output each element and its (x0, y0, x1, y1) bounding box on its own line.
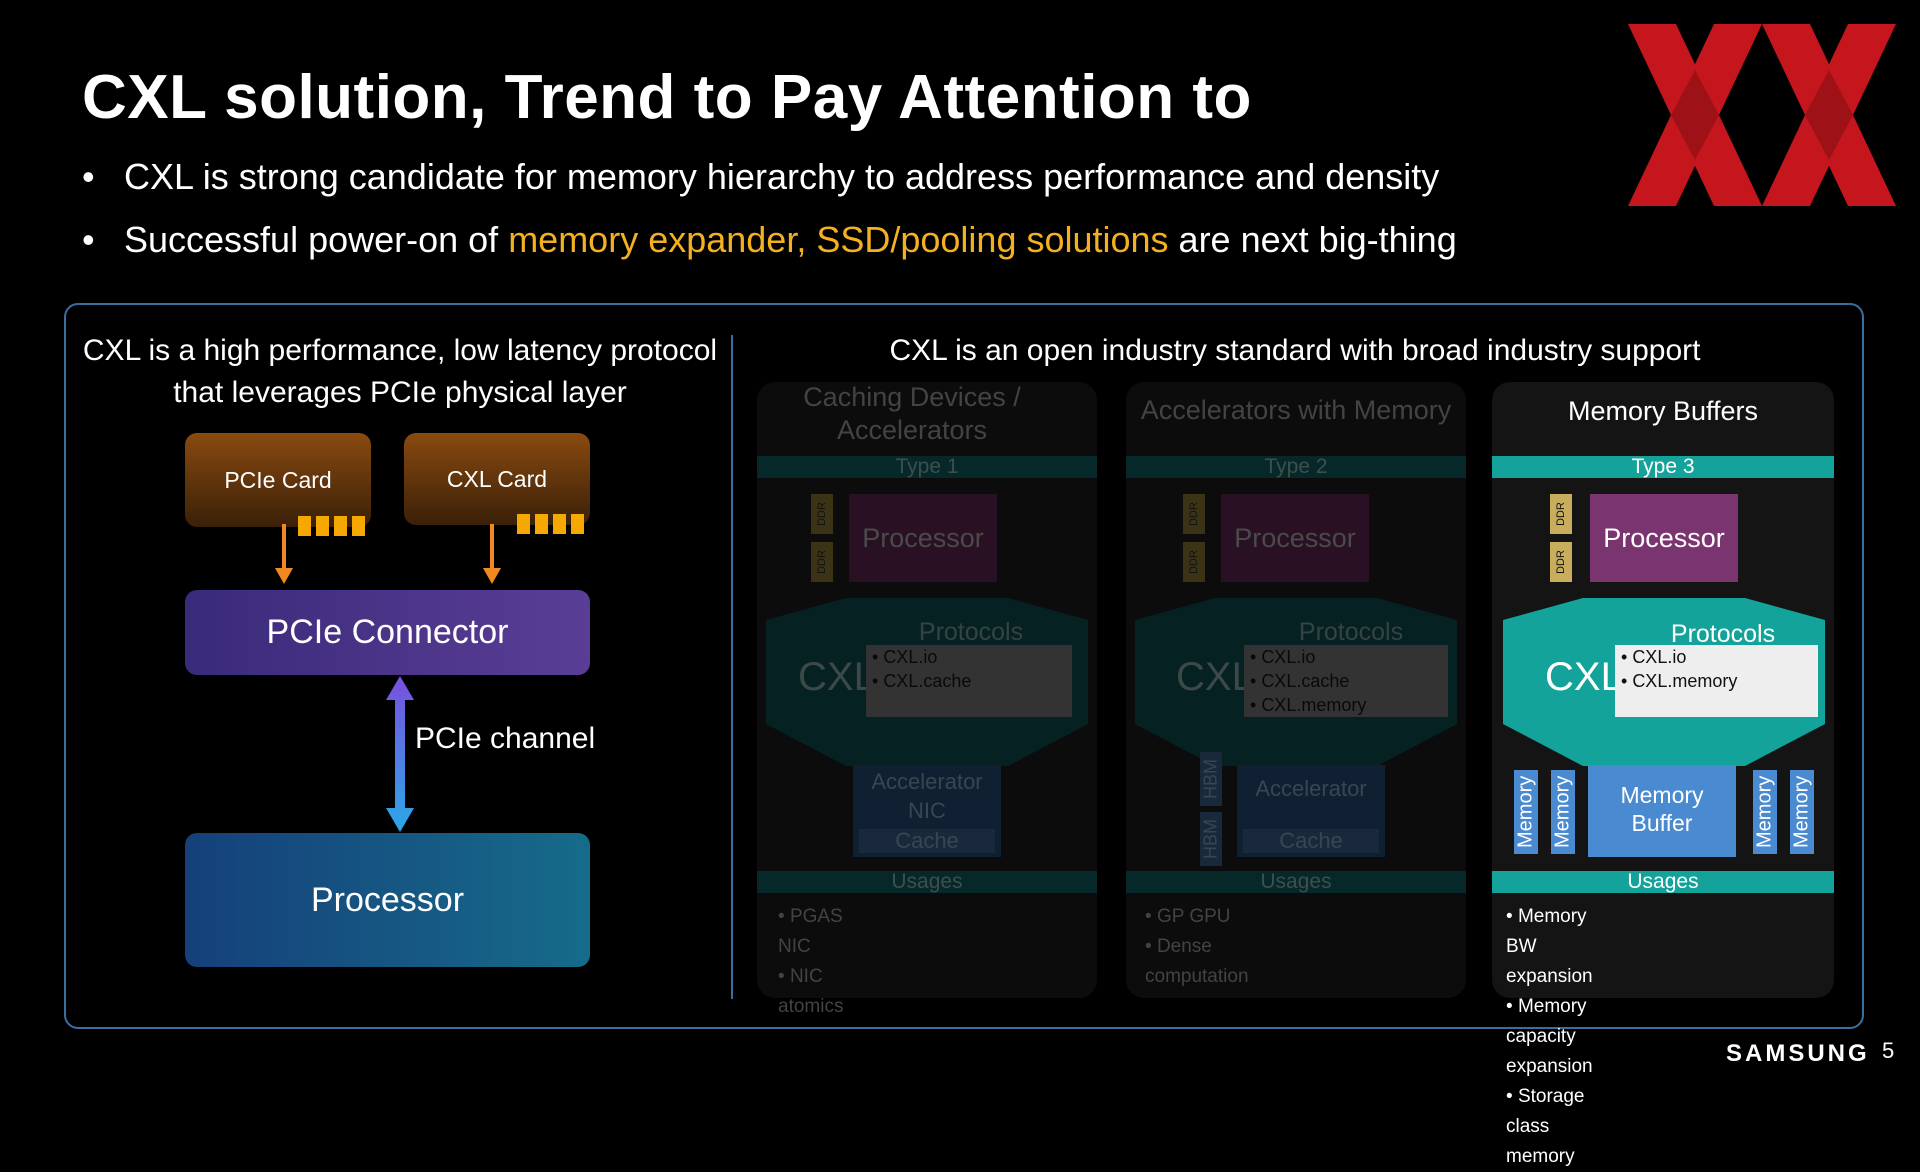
pcie-channel-arrow-icon (386, 676, 414, 832)
protocol-item: • CXL.memory (1621, 671, 1738, 691)
usages-list: • PGAS NIC • NIC atomics (778, 902, 843, 1022)
cxl-label: CXL (1545, 655, 1623, 699)
accelerator-block: Accelerator NIC Cache (853, 765, 1001, 857)
protocols-box: • CXL.io • CXL.memory (1615, 645, 1818, 717)
hbm-chip: HBM (1200, 752, 1222, 806)
usages-bar: Usages (757, 871, 1097, 893)
category-line2: Accelerators (836, 415, 988, 445)
processor-block: Processor (849, 494, 997, 582)
pcie-channel-label: PCIe channel (415, 722, 596, 755)
category-label: Accelerators with Memory (1140, 395, 1452, 425)
right-heading: CXL is an open industry standard with br… (889, 334, 1701, 367)
xx-logo-icon (1628, 24, 1896, 206)
panel-divider (731, 335, 733, 999)
accelerator-block: Accelerator Cache (1237, 765, 1385, 857)
protocol-item: • CXL.memory (1250, 695, 1367, 715)
usages-bar: Usages (1126, 871, 1466, 893)
usages-bar: Usages (1492, 871, 1834, 893)
protocols-label: Protocols (1670, 620, 1776, 648)
ddr-chip: DDR (811, 542, 833, 582)
bullet-2: • Successful power-on of memory expander,… (82, 219, 1457, 261)
usage-item: • Memory capacity expansion (1506, 996, 1593, 1077)
protocol-item: • CXL.io (1250, 647, 1316, 667)
content-frame (64, 303, 1864, 1029)
protocol-item: • CXL.io (872, 647, 938, 667)
processor-block: Processor (1221, 494, 1369, 582)
memory-chip: Memory (1551, 770, 1575, 854)
memory-buffer-block: Memory Buffer (1588, 765, 1736, 857)
type-bar: Type 3 (1492, 456, 1834, 478)
usage-item: • GP GPU (1145, 906, 1231, 927)
protocols-box: • CXL.io • CXL.cache • CXL.memory (1244, 645, 1448, 717)
ddr-chip: DDR (1550, 542, 1572, 582)
host-processor: Processor (185, 833, 590, 967)
cache-block: Cache (859, 829, 995, 853)
processor-block: Processor (1590, 494, 1738, 582)
cxl-card-pins (517, 514, 584, 534)
type-bar: Type 2 (1126, 456, 1466, 478)
type-bar: Type 1 (757, 456, 1097, 478)
ddr-chip: DDR (1183, 494, 1205, 534)
bullet-2-pre: Successful power-on of (124, 219, 509, 260)
usage-item: • Memory BW expansion (1506, 906, 1593, 987)
cxl-card-label: CXL Card (446, 465, 548, 492)
buffer-line: Memory (1620, 782, 1704, 808)
pcie-card: PCIe Card (185, 433, 371, 527)
hbm-chip: HBM (1200, 812, 1222, 866)
usages-list: • GP GPU • Dense computation (1145, 902, 1249, 992)
left-heading-line1: CXL is a high performance, low latency p… (82, 334, 718, 367)
protocols-label: Protocols (918, 618, 1024, 646)
category-line1: Caching Devices / (803, 382, 1021, 412)
bullet-dot: • (82, 219, 95, 260)
left-heading-line2: that leverages PCIe physical layer (173, 376, 627, 409)
usage-item: • PGAS NIC (778, 906, 843, 957)
bullet-1-text: CXL is strong candidate for memory hiera… (124, 156, 1440, 197)
usage-item: • Storage class memory (1506, 1086, 1585, 1167)
usages-list: • Memory BW expansion • Memory capacity … (1506, 902, 1593, 1172)
pcie-connector-label: PCIe Connector (266, 613, 509, 651)
bullet-2-highlight: memory expander, SSD/pooling solutions (508, 219, 1169, 260)
pcie-card-pins (298, 516, 365, 536)
bullet-2-post: are next big-thing (1168, 219, 1457, 260)
ddr-chip: DDR (1550, 494, 1572, 534)
memory-chip: Memory (1514, 770, 1538, 854)
slide-title: CXL solution, Trend to Pay Attention to (82, 63, 1252, 132)
cache-block: Cache (1243, 829, 1379, 853)
category-label: Caching Devices / Accelerators (757, 381, 1067, 447)
category-label: Memory Buffers (1567, 396, 1759, 426)
memory-chip: Memory (1790, 770, 1814, 854)
arrow-pcie-card-icon (275, 524, 293, 584)
ddr-chip: DDR (811, 494, 833, 534)
samsung-logo: SAMSUNG (1726, 1040, 1870, 1067)
protocols-label: Protocols (1298, 618, 1404, 646)
device-line: Accelerator (1255, 776, 1367, 801)
bullet-1: • CXL is strong candidate for memory hier… (82, 156, 1439, 198)
protocol-item: • CXL.cache (872, 671, 972, 691)
usage-item: • Dense computation (1145, 936, 1249, 987)
pcie-connector: PCIe Connector (185, 590, 590, 675)
arrow-cxl-card-icon (483, 524, 501, 584)
host-processor-label: Processor (310, 880, 465, 919)
usage-item: • NIC atomics (778, 966, 844, 1017)
cxl-card: CXL Card (404, 433, 590, 525)
ddr-chip: DDR (1183, 542, 1205, 582)
device-line: Accelerator (871, 769, 983, 794)
bullet-dot: • (82, 156, 95, 197)
protocols-box: • CXL.io • CXL.cache (866, 645, 1072, 717)
memory-chip: Memory (1753, 770, 1777, 854)
pcie-card-label: PCIe Card (224, 466, 332, 493)
protocol-item: • CXL.io (1621, 647, 1687, 667)
page-number: 5 (1882, 1038, 1895, 1063)
buffer-line: Buffer (1631, 810, 1693, 836)
cxl-label: CXL (1176, 655, 1254, 699)
cxl-label: CXL (798, 655, 876, 699)
protocol-item: • CXL.cache (1250, 671, 1350, 691)
device-line: NIC (908, 798, 946, 823)
left-heading: CXL is a high performance, low latency p… (80, 330, 720, 414)
